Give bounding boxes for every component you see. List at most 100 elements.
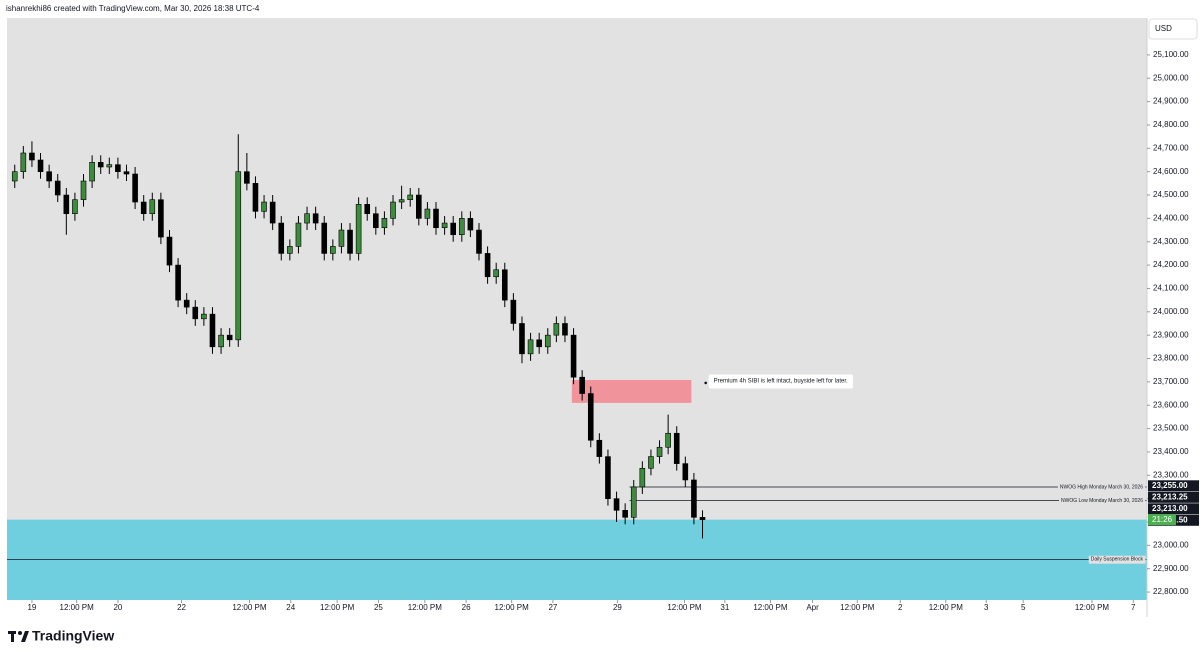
y-tick-label: 23,800.00 [1153, 354, 1189, 363]
candle-body [295, 222, 302, 247]
candle-body [493, 269, 499, 278]
candle-body [622, 510, 628, 518]
y-tick-label: 22,800.00 [1153, 587, 1189, 596]
price-badge-label: 23,255.00 [1152, 481, 1188, 490]
price-badge-label: 23,213.25 [1152, 492, 1188, 501]
candle-body [123, 171, 130, 175]
candle-body [89, 162, 95, 182]
x-tick-label: 12:00 PM [60, 603, 95, 612]
candle-body [665, 432, 671, 448]
candle-body [37, 159, 44, 172]
candle-body [407, 194, 414, 200]
candle-body [648, 456, 654, 469]
annotation-anchor [704, 381, 707, 385]
y-tick-label: 24,400.00 [1153, 213, 1189, 222]
x-tick-label: 29 [613, 603, 622, 612]
candle-body [304, 213, 310, 224]
candle-body [166, 236, 173, 266]
candle-body [149, 199, 156, 215]
y-tick-label: 23,900.00 [1153, 330, 1189, 339]
candle-body [175, 264, 181, 301]
candle-body [115, 164, 121, 172]
y-tick-label: 24,500.00 [1153, 190, 1189, 199]
candle-body [416, 194, 422, 219]
candle-body [699, 517, 706, 520]
annotation-box [708, 374, 854, 389]
candle-body [424, 208, 431, 219]
y-tick-label: 24,300.00 [1153, 237, 1189, 246]
brand: TradingView [32, 628, 114, 644]
candle-body [312, 213, 319, 224]
x-tick-label: 27 [548, 603, 557, 612]
zone [7, 519, 1147, 600]
x-tick-label: 12:00 PM [1075, 603, 1110, 612]
x-tick-label: 12:00 PM [320, 603, 355, 612]
candle-body [244, 171, 250, 184]
y-tick-label: 23,400.00 [1153, 447, 1189, 456]
candle-body [63, 194, 70, 215]
candle-body [682, 463, 689, 481]
candle-body [373, 213, 379, 229]
candle-body [97, 162, 104, 168]
brand-logo [8, 631, 29, 642]
currency-box[interactable] [1148, 18, 1198, 40]
level-label-bg [1057, 483, 1146, 492]
price-badge [1148, 491, 1199, 503]
level-label-bg [1059, 496, 1146, 505]
currency: USD [1155, 24, 1172, 33]
countdown-label: 21:26 [1152, 515, 1173, 524]
candle-body [330, 246, 336, 254]
candle-body [132, 173, 138, 203]
candle-body [140, 201, 147, 215]
price-badge [1148, 503, 1199, 515]
candle-body [338, 229, 345, 247]
level-label: Daily Suspension Block [1091, 557, 1144, 563]
candle-body [158, 199, 164, 238]
x-tick-label: 12:00 PM [408, 603, 443, 612]
price-badge [1148, 480, 1199, 492]
y-tick-label: 22,900.00 [1153, 564, 1189, 573]
x-tick-label: 2 [898, 603, 903, 612]
candle-body [235, 171, 242, 341]
candle-body [347, 229, 353, 254]
candle-body [587, 393, 594, 441]
candle-body [519, 323, 525, 355]
level-label: NWOG High Monday March 30, 2026 [1060, 484, 1143, 490]
candle-body [269, 201, 276, 224]
candle-body [630, 486, 637, 518]
annotation-text: Premium 4h SIBI is left intact, buyside … [714, 379, 848, 385]
y-tick-label: 23,300.00 [1153, 470, 1189, 479]
candle-body [355, 204, 362, 254]
y-tick-label: 23,500.00 [1153, 424, 1189, 433]
x-tick-label: 12:00 PM [495, 603, 530, 612]
y-tick-label: 24,800.00 [1153, 120, 1189, 129]
candle-body [673, 432, 680, 464]
candle-body [209, 313, 216, 348]
candle-body [450, 222, 456, 236]
x-tick-label: 19 [27, 603, 36, 612]
x-tick-label: 3 [984, 603, 989, 612]
candle-body [691, 479, 697, 518]
x-tick-label: 22 [177, 603, 186, 612]
candle-body [476, 229, 482, 254]
candle-body [553, 323, 560, 336]
candle-body [467, 218, 474, 231]
x-tick-label: 12:00 PM [753, 603, 788, 612]
x-tick-label: 7 [1131, 603, 1136, 612]
zone [571, 379, 692, 403]
axes: 22,800.0022,900.0023,000.0023,100.0023,2… [0, 18, 1200, 617]
candle-body [390, 201, 396, 219]
y-tick-label: 24,100.00 [1153, 284, 1189, 293]
candle-body [72, 199, 78, 215]
header-title: ishanrekhi86 created with TradingView.co… [6, 4, 260, 13]
candle-body [54, 180, 61, 196]
candle-body [527, 339, 534, 355]
candle-body [364, 204, 371, 215]
x-tick-label: 26 [462, 603, 471, 612]
candle-body [484, 253, 491, 278]
y-tick-label: 23,600.00 [1153, 400, 1189, 409]
candle-body [433, 208, 439, 229]
candle-body [544, 334, 551, 348]
plot: NWOG High Monday March 30, 2026 NWOG Low … [7, 134, 1147, 600]
